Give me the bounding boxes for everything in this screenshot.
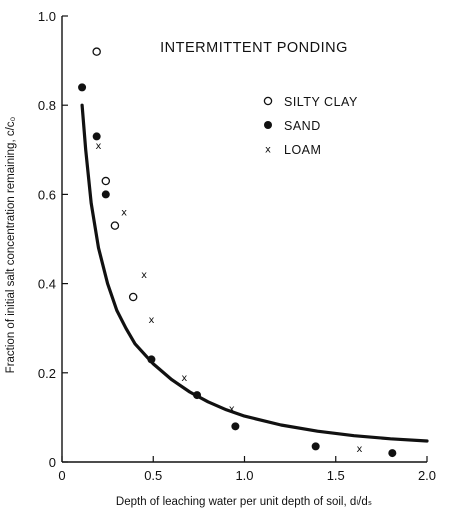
loam-point: x: [148, 315, 154, 326]
x-tick-label: 2.0: [418, 468, 436, 483]
sand-point: [78, 83, 87, 92]
loam-point: x: [141, 270, 147, 281]
x-tick-label: 0.5: [144, 468, 162, 483]
y-axis-label: Fraction of initial salt concentration r…: [5, 116, 17, 373]
sand-point: [231, 422, 240, 431]
data-points-layer: x x x x x x x: [78, 47, 397, 458]
y-tick-label: 0.6: [38, 187, 56, 202]
plot-frame: [61, 16, 427, 463]
silty-clay-point: [128, 292, 138, 302]
loam-point: x: [357, 444, 363, 455]
legend-marker-loam: x: [265, 145, 271, 156]
axis-ticks: 0 0.5 1.0 1.5 2.0 0 0.2 0.4 0.6 0.8 1.0: [38, 9, 436, 483]
fitted-curve-layer: [80, 103, 429, 443]
y-tick-label: 0.8: [38, 98, 56, 113]
x-tick-label: 0: [58, 468, 65, 483]
sand-point: [193, 391, 202, 400]
legend-label-sand: SAND: [284, 119, 321, 133]
loam-point: x: [121, 208, 127, 219]
legend: SILTY CLAY SAND x LOAM: [263, 95, 358, 157]
legend-marker-silty-clay: [263, 96, 273, 106]
x-axis-label: Depth of leaching water per unit depth o…: [116, 496, 372, 508]
sand-point: [101, 190, 110, 199]
loam-point: x: [96, 141, 102, 152]
loam-point: x: [229, 404, 235, 415]
sand-point: [92, 132, 101, 141]
legend-marker-sand: [264, 121, 272, 129]
silty-clay-point: [110, 221, 120, 230]
chart-title: INTERMITTENT PONDING: [160, 40, 348, 56]
x-tick-label: 1.0: [235, 468, 253, 483]
loam-point: x: [181, 373, 187, 384]
sand-point: [311, 442, 320, 451]
silty-clay-point: [92, 47, 101, 56]
sand-point: [147, 355, 156, 364]
legend-label-loam: LOAM: [284, 143, 321, 157]
sand-point: [388, 449, 397, 458]
y-tick-label: 0.4: [38, 277, 56, 292]
y-tick-label: 1.0: [38, 9, 56, 24]
silty-clay-point: [101, 176, 111, 186]
x-tick-label: 1.5: [327, 468, 345, 483]
legend-label-silty-clay: SILTY CLAY: [284, 95, 358, 109]
y-tick-label: 0: [49, 455, 56, 470]
y-tick-label: 0.2: [38, 366, 56, 381]
fitted-curve: [80, 103, 429, 443]
